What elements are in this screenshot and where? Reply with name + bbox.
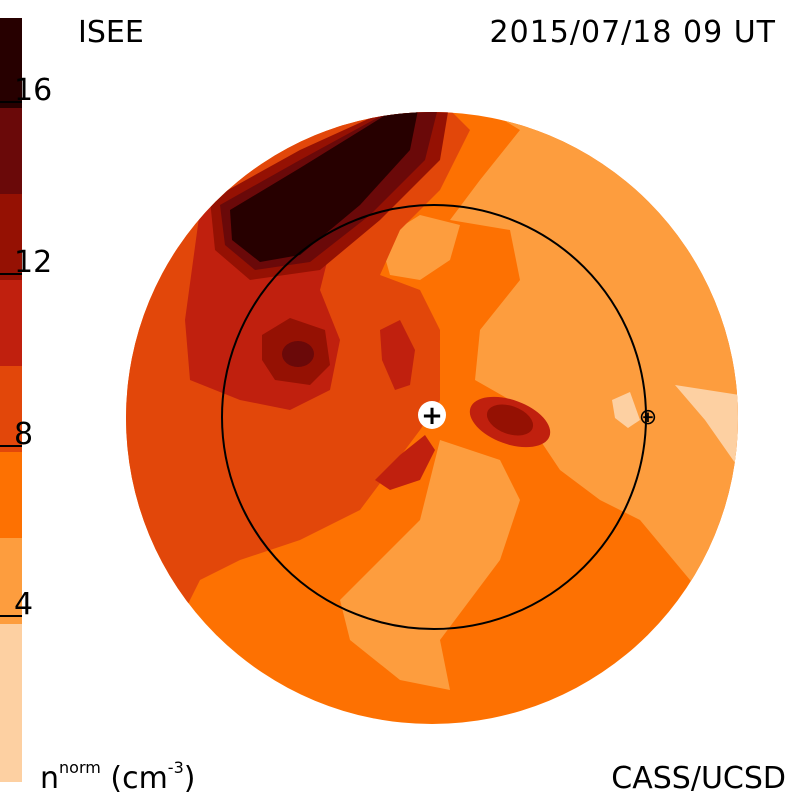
contour-darkest-northwest [230,112,420,262]
tick-mark-12 [0,273,22,275]
model-title: ISEE [78,15,144,50]
unit-label: nnorm (cm-3) [40,760,196,796]
colorbar [0,18,22,782]
tick-mark-4 [0,615,22,617]
contour-darkest-red-west [282,341,314,367]
contour-dark-red-east [486,404,534,436]
colorbar-band-1 [0,624,22,782]
tick-label-4: 4 [14,587,34,622]
colorbar-band-6 [0,194,22,280]
unit-close: ) [183,761,196,796]
tick-label-16: 16 [14,73,53,108]
colorbar-band-4 [0,366,22,452]
contour-pale-spot [612,392,640,428]
tick-mark-8 [0,445,22,447]
contour-red-center [380,320,415,390]
tick-label-8: 8 [14,417,34,452]
timestamp: 2015/07/18 09 UT [489,15,776,50]
sun-marker: + [421,401,443,431]
credit: CASS/UCSD [611,761,786,796]
sun-disk [418,401,446,429]
unit-open: (cm [100,761,168,796]
tick-mark-16 [0,101,22,103]
colorbar-band-2 [0,538,22,624]
quantity-symbol: n [40,761,60,796]
colorbar-band-7 [0,108,22,194]
quantity-superscript: norm [59,758,101,777]
earth-orbit-circle [221,204,647,630]
contour-red-southwest [375,435,435,490]
colorbar-band-3 [0,452,22,538]
tick-label-12: 12 [14,245,53,280]
contour-pale-east [675,385,738,470]
colorbar-band-8 [0,18,22,108]
colorbar-band-5 [0,280,22,366]
contour-light-south [340,440,520,690]
contour-light-north [380,215,460,280]
earth-marker: ⊕ [639,405,657,430]
unit-superscript: -3 [167,758,184,777]
